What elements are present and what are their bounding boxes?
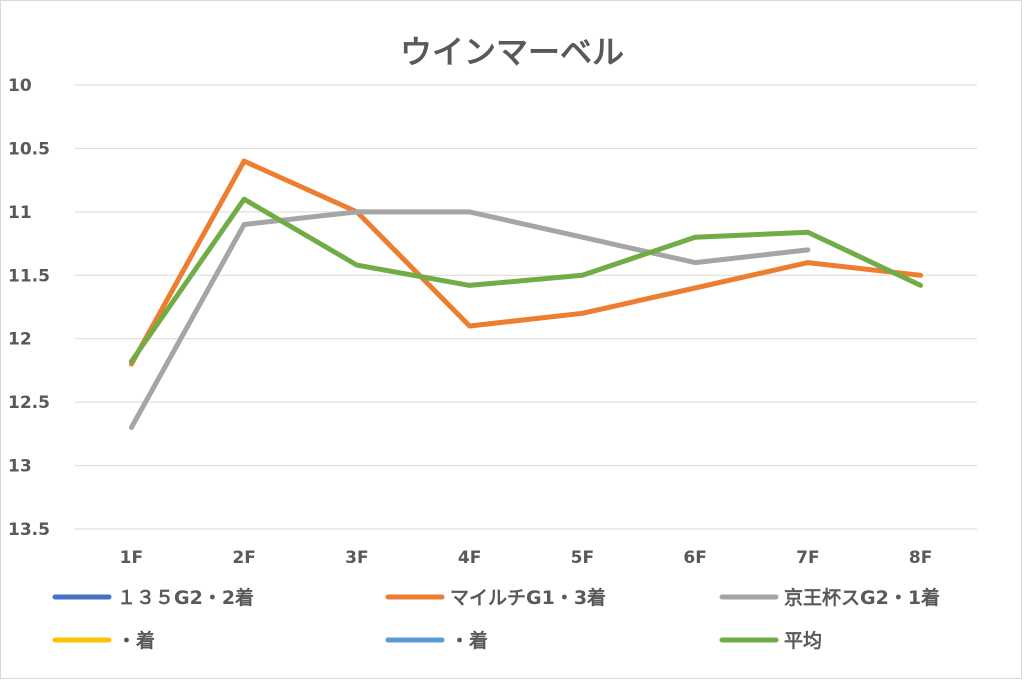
y-tick-label: 13.5 xyxy=(8,520,50,540)
y-axis-ticks: 10 10.5 11 11.5 12 12.5 13 13.5 xyxy=(8,76,50,540)
legend-label: 平均 xyxy=(784,629,822,652)
x-tick-label: 6F xyxy=(683,548,706,568)
y-tick-label: 11.5 xyxy=(8,266,50,286)
legend-label: ・着 xyxy=(450,629,488,652)
x-tick-label: 4F xyxy=(458,548,481,568)
series-line xyxy=(128,209,811,430)
x-tick-label: 2F xyxy=(232,548,255,568)
y-tick-label: 10 xyxy=(8,76,32,96)
x-axis-ticks: 1F 2F 3F 4F 5F 6F 7F 8F xyxy=(120,548,933,568)
y-tick-label: 12 xyxy=(8,330,32,350)
chart-title: ウインマーベル xyxy=(400,33,624,71)
legend-label: ・着 xyxy=(117,629,155,652)
legend-label: 京王杯スG2・1着 xyxy=(784,586,940,609)
y-tick-label: 13 xyxy=(8,457,32,477)
series-line xyxy=(128,196,924,364)
x-tick-label: 5F xyxy=(571,548,594,568)
gridlines xyxy=(75,84,977,530)
series-line xyxy=(128,158,924,367)
legend-label: マイルチG1・3着 xyxy=(450,586,606,609)
x-tick-label: 8F xyxy=(909,548,932,568)
y-tick-label: 11 xyxy=(8,203,32,223)
series-lines xyxy=(128,158,924,430)
y-tick-label: 10.5 xyxy=(8,139,50,159)
x-tick-label: 3F xyxy=(345,548,368,568)
x-tick-label: 1F xyxy=(120,548,143,568)
y-tick-label: 12.5 xyxy=(8,393,50,413)
legend: １３５G2・2着 マイルチG1・3着 京王杯スG2・1着・着 ・着 平均 xyxy=(52,586,940,652)
x-tick-label: 7F xyxy=(796,548,819,568)
legend-label: １３５G2・2着 xyxy=(117,586,254,609)
